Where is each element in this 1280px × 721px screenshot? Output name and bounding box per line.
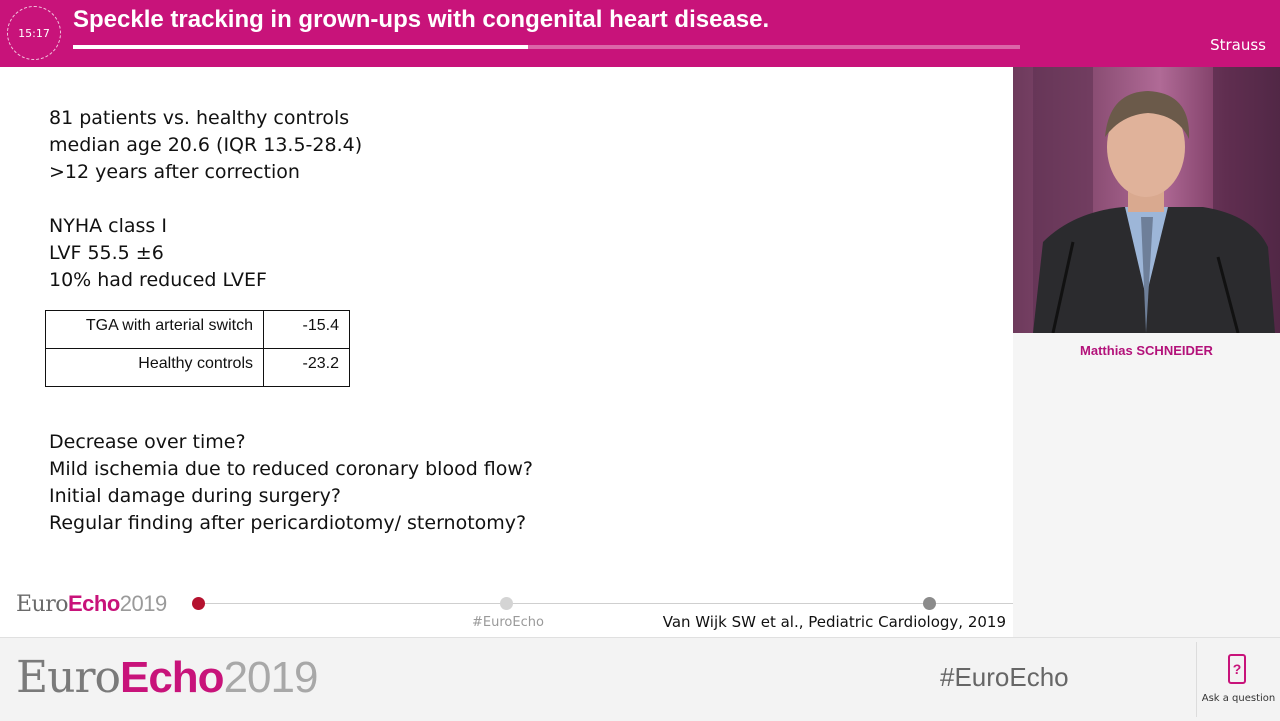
divider [1196, 642, 1197, 717]
table-cell-label: TGA with arterial switch [45, 310, 264, 349]
speaker-video [1013, 67, 1280, 333]
strain-table: TGA with arterial switch -15.4 Healthy c… [45, 310, 350, 387]
table-row: TGA with arterial switch -15.4 [45, 310, 350, 349]
header-bar: 15:17 Speckle tracking in grown-ups with… [0, 0, 1280, 67]
euroecho-logo-small: EuroEcho2019 [16, 591, 167, 617]
question-line: Mild ischemia due to reduced coronary bl… [49, 458, 534, 480]
logo-echo: Echo [119, 653, 225, 702]
presenter-tag: Strauss [1210, 36, 1266, 54]
table-row: Healthy controls -23.2 [45, 348, 350, 387]
question-line: Regular finding after pericardiotomy/ st… [49, 512, 527, 534]
summary-line: median age 20.6 (IQR 13.5-28.4) [49, 134, 363, 156]
question-line: Decrease over time? [49, 431, 246, 453]
study-summary: 81 patients vs. healthy controls median … [49, 105, 362, 186]
timeline-marker [923, 597, 936, 610]
ask-question-label: Ask a question [1201, 693, 1276, 704]
phone-question-icon: ? [1228, 654, 1246, 684]
speaker-panel: Matthias SCHNEIDER [1013, 67, 1280, 637]
speaker-silhouette [1033, 67, 1280, 333]
euroecho-logo-large: EuroEcho2019 [16, 652, 319, 703]
slide-timeline [198, 603, 1013, 604]
clock-time: 15:17 [18, 26, 50, 40]
citation: Van Wijk SW et al., Pediatric Cardiology… [662, 613, 1006, 631]
logo-euro: Euro [16, 592, 69, 617]
table-cell-label: Healthy controls [45, 348, 264, 387]
ask-question-button[interactable]: ? Ask a question [1197, 638, 1280, 721]
session-clock: 15:17 [7, 6, 61, 60]
summary-line: >12 years after correction [49, 161, 300, 183]
open-questions: Decrease over time? Mild ischemia due to… [49, 429, 533, 537]
table-cell-value: -23.2 [263, 348, 350, 387]
slide-hashtag: #EuroEcho [472, 615, 544, 630]
table-cell-value: -15.4 [263, 310, 350, 349]
talk-title: Speckle tracking in grown-ups with conge… [73, 6, 770, 33]
status-line: 10% had reduced LVEF [49, 269, 267, 291]
logo-euro: Euro [16, 652, 121, 703]
speaker-name: Matthias SCHNEIDER [1080, 343, 1213, 358]
event-hashtag: #EuroEcho [940, 662, 1069, 692]
clinical-status: NYHA class I LVF 55.5 ±6 10% had reduced… [49, 213, 267, 294]
status-line: NYHA class I [49, 215, 167, 237]
timeline-marker [500, 597, 513, 610]
bottom-bar: EuroEcho2019 #EuroEcho ? Ask a question [0, 637, 1280, 721]
talk-progress-fill [73, 45, 528, 49]
talk-progress-bar [73, 45, 1020, 49]
logo-year: 2019 [119, 591, 167, 616]
status-line: LVF 55.5 ±6 [49, 242, 164, 264]
logo-year: 2019 [223, 653, 319, 702]
summary-line: 81 patients vs. healthy controls [49, 107, 350, 129]
question-line: Initial damage during surgery? [49, 485, 341, 507]
logo-echo: Echo [68, 591, 120, 616]
slide-content: 81 patients vs. healthy controls median … [0, 67, 1013, 637]
timeline-marker-current [192, 597, 205, 610]
